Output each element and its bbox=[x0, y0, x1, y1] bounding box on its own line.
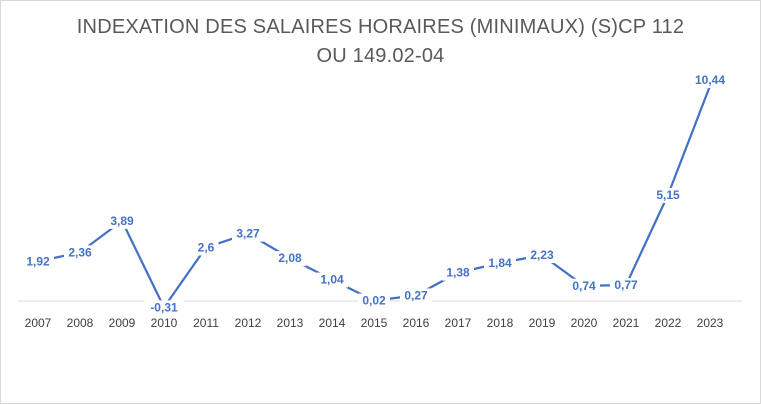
x-tick-label-2013: 2013 bbox=[277, 316, 304, 330]
x-tick-label-2021: 2021 bbox=[613, 316, 640, 330]
data-label-bg-2019 bbox=[526, 248, 558, 264]
data-label-2014: 1,04 bbox=[320, 273, 344, 287]
data-label-bg-2022 bbox=[652, 187, 684, 203]
data-label-2011: 2,6 bbox=[198, 240, 215, 254]
data-label-2017: 1,38 bbox=[446, 266, 470, 280]
x-tick-label-2023: 2023 bbox=[697, 316, 724, 330]
data-label-2015: 0,02 bbox=[362, 294, 386, 308]
x-tick-label-2015: 2015 bbox=[361, 316, 388, 330]
data-label-2010: -0,31 bbox=[150, 300, 178, 314]
x-tick-label-2019: 2019 bbox=[529, 316, 556, 330]
x-tick-label-2007: 2007 bbox=[25, 316, 52, 330]
data-label-2007: 1,92 bbox=[26, 254, 50, 268]
chart-title-line-2: OU 149.02-04 bbox=[316, 45, 445, 67]
chart-title-line-1: INDEXATION DES SALAIRES HORAIRES (MINIMA… bbox=[76, 16, 685, 38]
x-tick-label-2010: 2010 bbox=[151, 316, 178, 330]
data-label-2021: 0,77 bbox=[614, 278, 638, 292]
data-label-bg-2018 bbox=[484, 256, 516, 272]
x-tick-label-2016: 2016 bbox=[403, 316, 430, 330]
data-label-2009: 3,89 bbox=[110, 214, 134, 228]
data-label-bg-2023 bbox=[690, 72, 730, 88]
x-tick-label-2009: 2009 bbox=[109, 316, 136, 330]
x-tick-label-2017: 2017 bbox=[445, 316, 472, 330]
data-label-2019: 2,23 bbox=[530, 248, 554, 262]
data-label-2016: 0,27 bbox=[404, 288, 428, 302]
data-label-2022: 5,15 bbox=[656, 188, 680, 202]
data-label-bg-2015 bbox=[358, 293, 390, 309]
data-label-bg-2014 bbox=[316, 272, 348, 288]
data-label-2012: 3,27 bbox=[236, 227, 260, 241]
data-label-bg-2021 bbox=[610, 278, 642, 294]
data-label-2008: 2,36 bbox=[68, 245, 92, 259]
x-tick-label-2020: 2020 bbox=[571, 316, 598, 330]
data-label-2023: 10,44 bbox=[695, 73, 725, 87]
x-tick-label-2022: 2022 bbox=[655, 316, 682, 330]
x-tick-label-2008: 2008 bbox=[67, 316, 94, 330]
data-label-2013: 2,08 bbox=[278, 251, 302, 265]
data-label-bg-2011 bbox=[193, 240, 219, 256]
data-label-2018: 1,84 bbox=[488, 256, 512, 270]
data-label-2020: 0,74 bbox=[572, 279, 596, 293]
data-label-bg-2007 bbox=[22, 254, 54, 270]
series-line bbox=[37, 85, 712, 309]
x-tick-label-2018: 2018 bbox=[487, 316, 514, 330]
data-label-bg-2016 bbox=[400, 288, 432, 304]
data-label-bg-2010 bbox=[144, 300, 184, 316]
x-tick-label-2014: 2014 bbox=[319, 316, 346, 330]
data-label-bg-2008 bbox=[64, 245, 96, 261]
data-label-bg-2020 bbox=[568, 278, 600, 294]
data-label-bg-2012 bbox=[232, 226, 264, 242]
x-tick-label-2011: 2011 bbox=[193, 316, 219, 330]
x-tick-label-2012: 2012 bbox=[235, 316, 262, 330]
data-label-bg-2009 bbox=[106, 213, 138, 229]
data-label-bg-2017 bbox=[442, 265, 474, 281]
data-label-bg-2013 bbox=[274, 251, 306, 267]
